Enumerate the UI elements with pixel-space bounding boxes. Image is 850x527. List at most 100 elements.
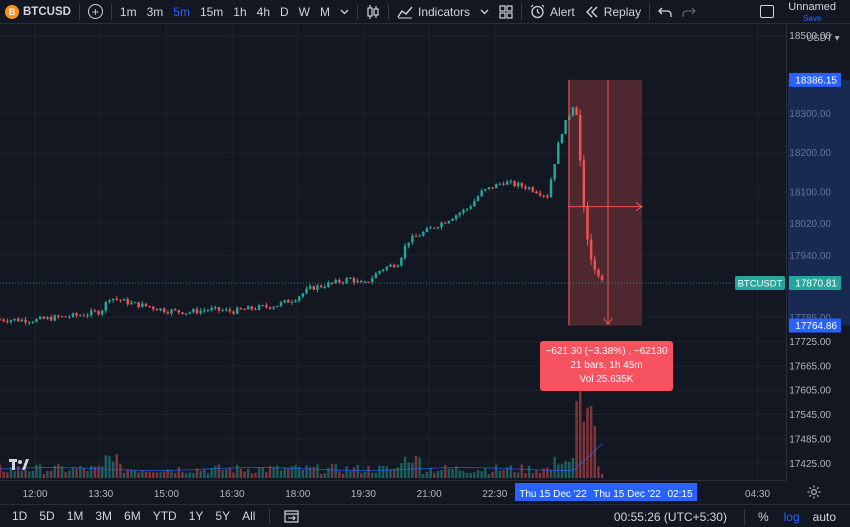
candle-body <box>557 143 559 164</box>
volume-bar <box>557 464 559 478</box>
candle-body <box>225 309 227 310</box>
volume-bar <box>553 457 555 478</box>
volume-bar <box>258 468 260 478</box>
alert-button[interactable]: Alert <box>525 0 580 24</box>
candle-body <box>469 206 471 208</box>
chevron-down-icon <box>340 9 349 15</box>
volume-bar <box>386 466 388 478</box>
volume-bar <box>35 465 37 478</box>
candle-body <box>426 228 428 232</box>
go-to-date-button[interactable] <box>278 505 305 527</box>
range-all[interactable]: All <box>236 505 261 527</box>
volume-bar <box>528 466 530 478</box>
time-tick: 18:00 <box>285 489 310 500</box>
chart-type-button[interactable] <box>361 0 385 24</box>
volume-bar <box>407 462 409 478</box>
bottom-toolbar: 1D 5D 1M 3M 6M YTD 1Y 5Y All 00:55:26 (U… <box>0 504 850 527</box>
candle-body <box>459 213 461 215</box>
volume-bar <box>287 468 289 478</box>
interval-15m[interactable]: 15m <box>195 0 228 24</box>
candle-body <box>375 273 377 278</box>
interval-d[interactable]: D <box>275 0 294 24</box>
volume-bar <box>207 473 209 478</box>
candle-body <box>214 307 216 308</box>
time-axis[interactable]: 12:00 13:30 15:00 16:30 18:00 19:30 21:00 22:30… <box>0 480 786 503</box>
undo-button[interactable] <box>653 0 677 24</box>
volume-bar <box>466 473 468 478</box>
interval-4h[interactable]: 4h <box>252 0 275 24</box>
replay-button[interactable]: Replay <box>580 0 646 24</box>
candle-body <box>480 190 482 196</box>
price-axis[interactable]: USDT ▾18500.0018300.0018200.0018100.0018… <box>786 25 850 480</box>
candle-body <box>597 270 599 277</box>
volume-bar <box>433 473 435 478</box>
layout-name-button[interactable]: Unnamed Save <box>788 1 836 23</box>
candle-body <box>68 317 70 318</box>
candle-body <box>393 265 395 267</box>
volume-bar <box>597 466 599 478</box>
candle-body <box>54 316 56 321</box>
candle-body <box>386 267 388 270</box>
log-scale-toggle[interactable]: log <box>777 505 807 527</box>
gear-icon <box>806 484 822 500</box>
candle-body <box>517 183 519 186</box>
compare-symbol-button[interactable]: + <box>83 0 108 24</box>
indicators-dropdown[interactable] <box>475 0 494 24</box>
time-tick: 15:00 <box>154 489 179 500</box>
auto-scale-toggle[interactable]: auto <box>807 505 850 527</box>
interval-1h[interactable]: 1h <box>228 0 251 24</box>
candle-body <box>134 302 136 303</box>
range-1d[interactable]: 1D <box>0 505 33 527</box>
volume-bar <box>137 473 139 478</box>
candle-body <box>199 311 201 314</box>
range-3m[interactable]: 3M <box>89 505 118 527</box>
candle-body <box>170 310 172 314</box>
measure-change: −621.30 (−3.38%) , −62130 <box>540 345 673 359</box>
candle-body <box>57 316 59 317</box>
range-6m[interactable]: 6M <box>118 505 147 527</box>
indicators-button[interactable]: Indicators <box>392 0 475 24</box>
redo-button[interactable] <box>677 0 701 24</box>
candle-body <box>572 107 574 115</box>
candle-body <box>382 270 384 271</box>
volume-bar <box>174 473 176 478</box>
volume-bar <box>68 471 70 478</box>
candle-body <box>298 296 300 300</box>
layout-box-icon[interactable] <box>760 5 774 18</box>
clock-timezone[interactable]: 00:55:26 (UTC+5:30) <box>608 505 741 527</box>
volume-bar <box>367 466 369 478</box>
candle-body <box>305 289 307 294</box>
candle-body <box>272 307 274 308</box>
layouts-button[interactable] <box>494 0 518 24</box>
range-ytd[interactable]: YTD <box>147 505 183 527</box>
candle-body <box>90 311 92 316</box>
candle-body <box>378 271 380 273</box>
candle-body <box>502 184 504 185</box>
interval-3m[interactable]: 3m <box>142 0 169 24</box>
range-5y[interactable]: 5Y <box>209 505 236 527</box>
volume-bar <box>495 465 497 478</box>
symbol-search[interactable]: B BTCUSD <box>0 0 76 24</box>
percent-scale-toggle[interactable]: % <box>748 505 777 527</box>
interval-m[interactable]: M <box>315 0 335 24</box>
range-1m[interactable]: 1M <box>61 505 90 527</box>
interval-1m[interactable]: 1m <box>115 0 142 24</box>
volume-bar <box>218 464 220 478</box>
candle-body <box>415 236 417 237</box>
chart-settings-button[interactable] <box>806 484 822 500</box>
price-chart[interactable]: BTCUSDT <box>0 25 850 503</box>
candle-body <box>353 278 355 283</box>
volume-bar <box>156 473 158 478</box>
range-5d[interactable]: 5D <box>33 505 60 527</box>
candle-body <box>243 309 245 310</box>
range-end-label: Thu 15 Dec '22 <box>593 489 661 500</box>
interval-w[interactable]: W <box>294 0 315 24</box>
interval-dropdown[interactable] <box>335 0 354 24</box>
volume-bar <box>499 470 501 478</box>
candle-body <box>451 219 453 221</box>
tradingview-logo[interactable] <box>8 456 30 472</box>
volume-bar <box>199 471 201 478</box>
interval-5m[interactable]: 5m <box>168 0 195 24</box>
volume-bar <box>440 470 442 478</box>
range-1y[interactable]: 1Y <box>183 505 210 527</box>
